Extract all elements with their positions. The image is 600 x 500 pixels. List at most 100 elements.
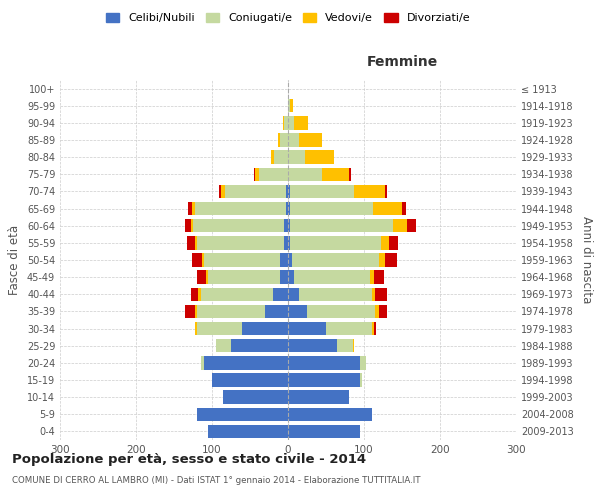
Bar <box>294 116 308 130</box>
Bar <box>280 254 288 266</box>
Bar <box>256 168 259 181</box>
Bar <box>371 288 376 301</box>
Bar <box>205 254 280 266</box>
Bar <box>219 184 221 198</box>
Bar <box>286 202 288 215</box>
Bar <box>206 270 208 284</box>
Bar <box>290 236 382 250</box>
Bar <box>208 270 280 284</box>
Bar <box>385 184 387 198</box>
Bar <box>292 254 379 266</box>
Bar <box>194 202 286 215</box>
Bar <box>353 339 354 352</box>
Bar <box>205 356 288 370</box>
Bar <box>374 322 376 336</box>
Bar <box>197 270 206 284</box>
Bar <box>288 99 290 112</box>
Bar <box>288 116 294 130</box>
Bar <box>284 116 288 130</box>
Bar <box>379 304 387 318</box>
Bar <box>194 322 197 336</box>
Bar <box>389 236 398 250</box>
Bar <box>231 339 288 352</box>
Bar <box>280 134 288 146</box>
Bar <box>274 150 288 164</box>
Bar <box>199 288 200 301</box>
Bar <box>290 202 373 215</box>
Bar <box>288 390 349 404</box>
Bar <box>288 202 290 215</box>
Bar <box>360 356 366 370</box>
Bar <box>242 322 288 336</box>
Bar <box>194 304 197 318</box>
Bar <box>288 322 326 336</box>
Bar <box>193 219 284 232</box>
Bar <box>360 374 362 386</box>
Bar <box>288 184 290 198</box>
Bar <box>286 184 288 198</box>
Bar <box>225 184 286 198</box>
Bar <box>382 236 389 250</box>
Bar <box>393 219 407 232</box>
Bar <box>288 288 299 301</box>
Bar <box>288 304 307 318</box>
Bar <box>288 339 337 352</box>
Bar <box>254 168 256 181</box>
Bar <box>299 134 322 146</box>
Bar <box>288 356 360 370</box>
Bar <box>288 236 290 250</box>
Bar <box>191 219 193 232</box>
Bar <box>373 202 402 215</box>
Bar <box>185 304 194 318</box>
Bar <box>197 304 265 318</box>
Text: Femmine: Femmine <box>367 55 437 69</box>
Bar <box>188 202 192 215</box>
Bar <box>187 236 194 250</box>
Bar <box>288 254 292 266</box>
Bar <box>288 134 299 146</box>
Bar <box>349 168 351 181</box>
Bar <box>288 219 290 232</box>
Text: Popolazione per età, sesso e stato civile - 2014: Popolazione per età, sesso e stato civil… <box>12 452 366 466</box>
Bar <box>371 322 374 336</box>
Bar <box>202 254 205 266</box>
Bar <box>402 202 406 215</box>
Text: COMUNE DI CERRO AL LAMBRO (MI) - Dati ISTAT 1° gennaio 2014 - Elaborazione TUTTI: COMUNE DI CERRO AL LAMBRO (MI) - Dati IS… <box>12 476 421 485</box>
Bar <box>374 270 384 284</box>
Bar <box>299 288 371 301</box>
Bar <box>200 356 205 370</box>
Bar <box>192 202 194 215</box>
Bar <box>288 150 305 164</box>
Bar <box>290 219 393 232</box>
Bar <box>223 390 288 404</box>
Bar <box>307 304 376 318</box>
Bar <box>194 236 197 250</box>
Bar <box>322 168 349 181</box>
Bar <box>326 322 371 336</box>
Bar <box>280 270 288 284</box>
Bar <box>221 184 225 198</box>
Bar <box>407 219 416 232</box>
Bar <box>200 288 273 301</box>
Bar <box>265 304 288 318</box>
Bar <box>379 254 385 266</box>
Bar <box>370 270 374 284</box>
Bar <box>288 408 371 421</box>
Bar <box>337 339 353 352</box>
Y-axis label: Fasce di età: Fasce di età <box>8 225 21 295</box>
Bar <box>288 424 360 438</box>
Bar <box>294 270 370 284</box>
Bar <box>185 219 191 232</box>
Bar <box>259 168 288 181</box>
Bar <box>216 339 231 352</box>
Bar <box>191 288 199 301</box>
Bar <box>385 254 397 266</box>
Bar <box>288 270 294 284</box>
Bar <box>197 408 288 421</box>
Bar <box>376 304 379 318</box>
Bar <box>212 374 288 386</box>
Bar <box>288 168 322 181</box>
Bar <box>284 219 288 232</box>
Bar <box>305 150 334 164</box>
Bar <box>273 288 288 301</box>
